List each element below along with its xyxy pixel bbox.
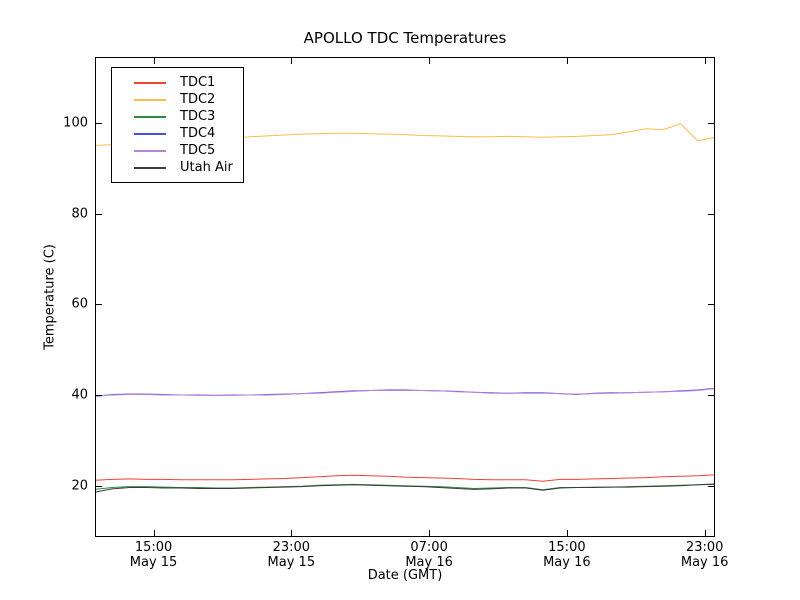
legend-line-swatch: [134, 166, 166, 169]
x-tick-0700-may-16: 07:00 May 16: [405, 540, 453, 570]
legend-label: TDC4: [180, 126, 216, 141]
chart-title: APOLLO TDC Temperatures: [303, 29, 507, 47]
legend-item-tdc5: TDC5: [134, 142, 233, 159]
legend-line-swatch: [134, 149, 166, 152]
y-tick-40: 40: [71, 387, 88, 403]
y-tick-60: 60: [71, 296, 88, 312]
x-tick-1500-may-16: 15:00 May 16: [543, 540, 591, 570]
x-tick-date: May 16: [405, 555, 453, 570]
legend-item-tdc3: TDC3: [134, 108, 233, 125]
line-tdc5: [94, 388, 716, 397]
legend-line-swatch: [134, 98, 166, 101]
x-tick-date: May 16: [680, 555, 729, 570]
legend-item-utah-air: Utah Air: [134, 159, 233, 176]
x-tick-1500-may-15: 15:00 May 15: [130, 540, 178, 570]
x-tick-time: 07:00: [410, 540, 448, 555]
x-tick-2300-may-16: 23:00 May 16: [681, 540, 729, 570]
x-tick-time: 15:00: [548, 540, 586, 555]
legend-label: TDC1: [180, 75, 216, 90]
x-tick-date: May 15: [129, 555, 178, 570]
legend-item-tdc2: TDC2: [134, 91, 233, 108]
legend-label: TDC2: [180, 92, 216, 107]
x-tick-time: 15:00: [134, 540, 173, 555]
legend-label: Utah Air: [180, 160, 233, 175]
legend-item-tdc1: TDC1: [134, 74, 233, 91]
legend-item-tdc4: TDC4: [134, 125, 233, 142]
legend-line-swatch: [134, 115, 166, 118]
line-utah-air: [94, 483, 716, 493]
line-tdc1: [94, 474, 716, 482]
plot-border: [95, 57, 715, 537]
y-tick-100: 100: [63, 115, 88, 131]
legend-label: TDC5: [180, 143, 216, 158]
legend-line-swatch: [134, 132, 166, 135]
x-tick-2300-may-15: 23:00 May 15: [268, 540, 316, 570]
x-axis-label: Date (GMT): [367, 568, 443, 583]
x-tick-time: 23:00: [685, 540, 724, 555]
legend-label: TDC3: [180, 109, 216, 124]
x-tick-date: May 16: [543, 555, 591, 570]
y-tick-80: 80: [71, 206, 88, 222]
legend-line-swatch: [134, 81, 166, 84]
x-tick-time: 23:00: [272, 540, 311, 555]
legend: TDC1 TDC2 TDC3 TDC4 TDC5 Utah Air: [111, 67, 244, 183]
x-tick-date: May 15: [267, 555, 316, 570]
y-tick-20: 20: [71, 478, 88, 494]
